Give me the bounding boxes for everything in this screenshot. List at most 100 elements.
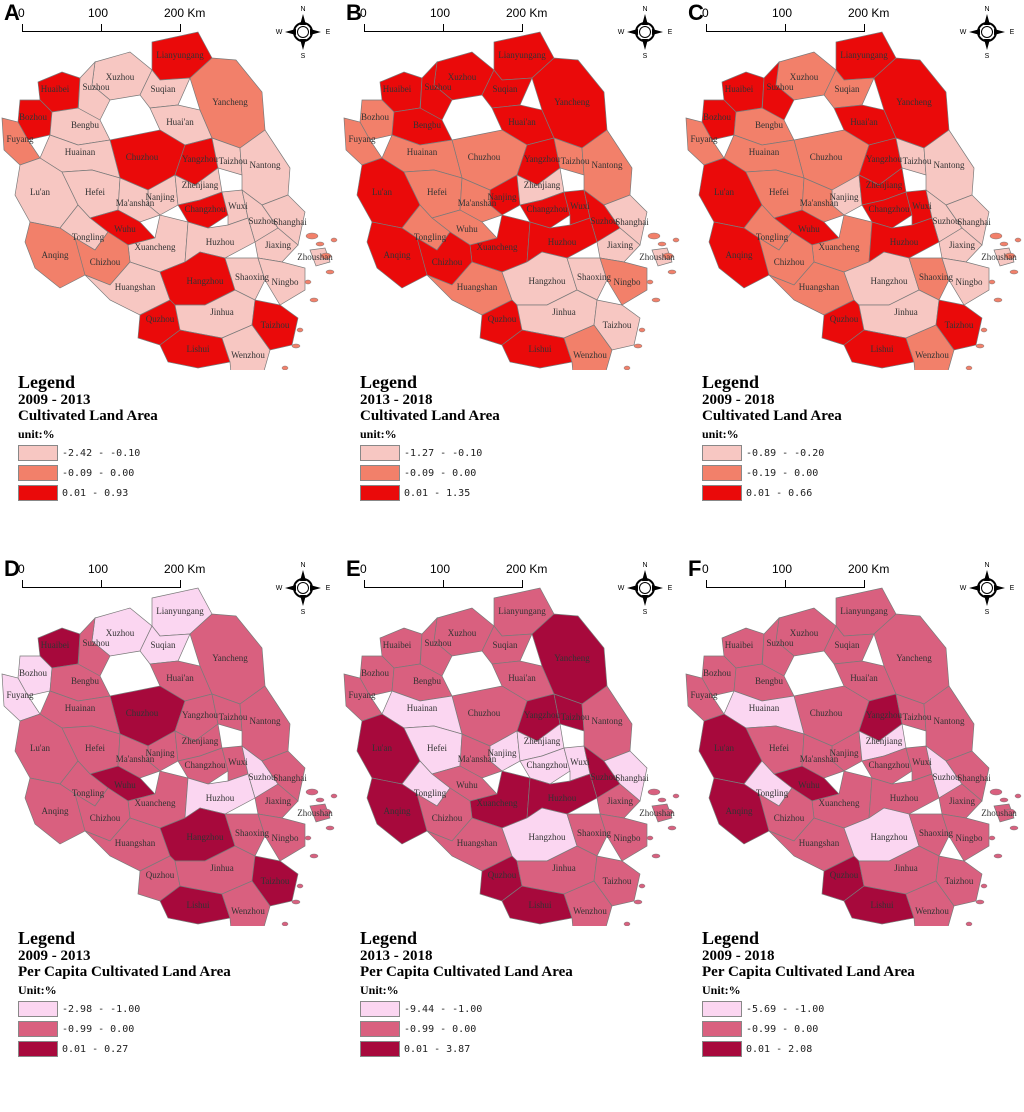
region-zhoushan: [309, 803, 331, 823]
city-label: Bozhou: [361, 668, 389, 678]
legend-item: -0.09 - 0.00: [360, 464, 600, 482]
city-label: Jinhua: [894, 307, 918, 317]
city-label: Jiaxing: [265, 796, 291, 806]
legend-unit: Unit:%: [360, 983, 399, 997]
city-label: Yancheng: [896, 97, 932, 107]
city-label: Huzhou: [548, 237, 577, 247]
city-label: Taizhou: [903, 712, 932, 722]
city-label: Wenzhou: [573, 906, 607, 916]
city-label: Quzhou: [830, 314, 859, 324]
island-shape: [325, 269, 335, 275]
city-label: Ningbo: [614, 277, 642, 287]
island-shape: [281, 365, 289, 370]
island-shape: [309, 853, 319, 859]
region-ningbo: [941, 813, 990, 862]
city-label: Xuancheng: [819, 798, 860, 808]
city-label: Wuxi: [228, 201, 248, 211]
panel-letter: E: [346, 556, 361, 581]
city-label: Nanjing: [488, 192, 517, 202]
city-label: Hangzhou: [529, 276, 566, 286]
legend-item: -2.98 - -1.00: [18, 1000, 258, 1018]
city-label: Yancheng: [212, 97, 248, 107]
city-label: Ma'anshan: [458, 198, 497, 208]
city-label: Wenzhou: [915, 906, 949, 916]
compass-rose-icon: N S W E: [275, 2, 331, 60]
legend-period: 2009 - 2013: [18, 392, 91, 408]
city-label: Suzhou: [933, 772, 961, 782]
city-label: Jinhua: [210, 863, 234, 873]
island-shape: [657, 241, 667, 247]
region-shanghai: [603, 194, 648, 246]
city-label: Anqing: [726, 806, 754, 816]
city-label: Zhoushan: [639, 808, 675, 818]
legend-variable: Cultivated Land Area: [18, 408, 158, 424]
city-label: Wuhu: [114, 780, 136, 790]
city-label: Zhoushan: [981, 808, 1017, 818]
city-label: Fuyang: [691, 134, 719, 144]
legend-item: -0.99 - 0.00: [18, 1020, 258, 1038]
legend-item: -0.19 - 0.00: [702, 464, 942, 482]
city-label: Taizhou: [945, 320, 974, 330]
city-label: Chizhou: [432, 257, 463, 267]
city-label: Wenzhou: [231, 350, 265, 360]
city-label: Ma'anshan: [800, 754, 839, 764]
city-label: Wenzhou: [231, 906, 265, 916]
city-label: Changzhou: [527, 760, 568, 770]
city-label: Huaibei: [383, 84, 412, 94]
city-label: Taizhou: [219, 712, 248, 722]
legend-class-label: 0.01 - 2.08: [746, 1043, 813, 1055]
legend-item: -0.99 - 0.00: [360, 1020, 600, 1038]
island-shape: [999, 797, 1009, 803]
map-panel-a: A Xuzhou Lianyungang Suqian Huaibei Suzhou Bo…: [0, 0, 340, 556]
city-label: Jiaxing: [607, 796, 633, 806]
panel-letter: A: [4, 0, 20, 25]
city-label: Hefei: [427, 743, 447, 753]
scale-label: 200 Km: [164, 562, 206, 576]
city-label: Lianyungang: [498, 50, 546, 60]
city-label: Suzhou: [249, 216, 277, 226]
svg-text:S: S: [985, 53, 990, 58]
city-label: Nanjing: [830, 192, 859, 202]
island-shape: [325, 825, 335, 831]
city-label: Nantong: [934, 716, 965, 726]
city-label: Zhoushan: [297, 252, 333, 262]
island-shape: [291, 899, 301, 905]
city-label: Jiaxing: [265, 240, 291, 250]
legend-class-label: -2.42 - -0.10: [62, 447, 141, 459]
scale-label: 100: [772, 6, 793, 20]
city-label: Anqing: [42, 250, 70, 260]
island-shape: [1014, 793, 1022, 799]
city-label: Fuyang: [7, 690, 35, 700]
legend-item: -5.69 - -1.00: [702, 1000, 942, 1018]
island-shape: [993, 297, 1003, 303]
city-label: Chizhou: [432, 813, 463, 823]
island-shape: [975, 343, 985, 349]
legend-class-label: 0.01 - 1.35: [404, 487, 471, 499]
compass-rose-icon: N S W E: [959, 558, 1015, 616]
city-label: Huzhou: [206, 793, 235, 803]
scale-bar: 0 100 200 Km: [360, 562, 550, 592]
legend-item: -0.09 - 0.00: [18, 464, 258, 482]
city-label: Fuyang: [691, 690, 719, 700]
map-legend: Legend 2009 - 2013 Per Capita Cultivated…: [18, 928, 258, 1060]
city-label: Yancheng: [554, 97, 590, 107]
scale-label: 200 Km: [164, 6, 206, 20]
city-label: Xuancheng: [477, 798, 518, 808]
city-label: Ningbo: [956, 833, 984, 843]
choropleth-map: Xuzhou Lianyungang Suqian Huaibei Suzhou Bozh…: [685, 31, 1022, 370]
city-label: Lishui: [528, 344, 552, 354]
city-label: Nantong: [934, 160, 965, 170]
scale-label: 200 Km: [506, 6, 548, 20]
legend-variable: Per Capita Cultivated Land Area: [702, 964, 915, 980]
city-label: Nanjing: [146, 192, 175, 202]
city-label: Suzhou: [591, 216, 619, 226]
city-label: Jiaxing: [949, 240, 975, 250]
region-jiaxing: [254, 783, 299, 819]
city-label: Shaoxing: [235, 828, 270, 838]
city-label: Huangshan: [115, 282, 156, 292]
city-label: Wenzhou: [915, 350, 949, 360]
city-label: Taizhou: [903, 156, 932, 166]
island-shape: [638, 883, 646, 889]
island-shape: [296, 883, 304, 889]
city-label: Xuzhou: [448, 72, 477, 82]
